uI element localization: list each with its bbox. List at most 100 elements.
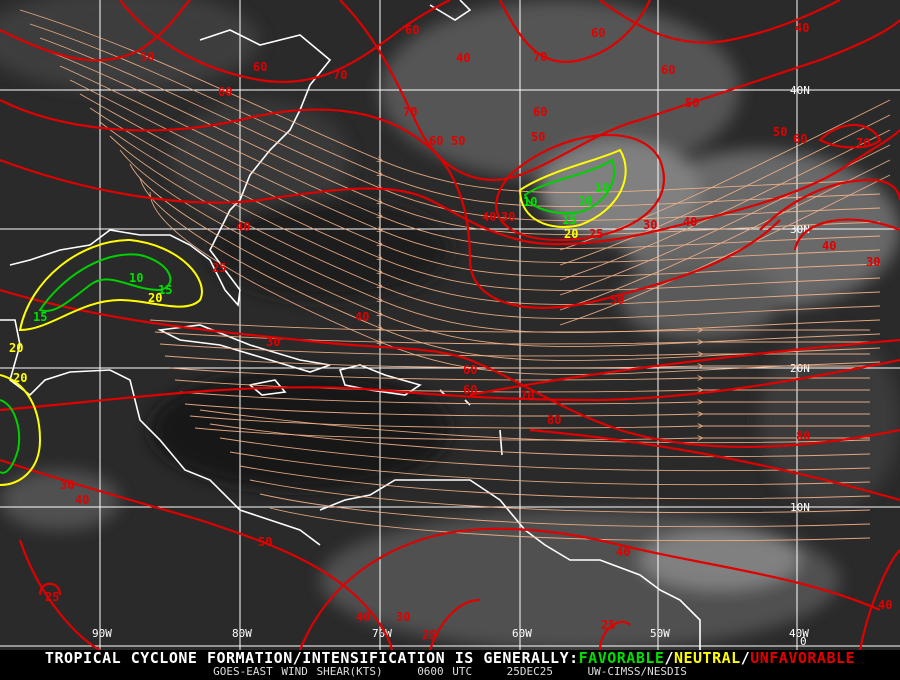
lat-label: 0 bbox=[800, 635, 807, 648]
shear-contour-label: 15 bbox=[158, 283, 172, 297]
streamline bbox=[164, 355, 870, 368]
shear-contour-label: 40 bbox=[795, 21, 809, 35]
streamline bbox=[59, 65, 881, 249]
streamline bbox=[129, 163, 881, 347]
shear-contour-label: 10 bbox=[578, 194, 592, 208]
shear-contour-label: 60 bbox=[253, 60, 267, 74]
shear-contour-label: 25 bbox=[601, 618, 615, 632]
shear-contour-label: 50 bbox=[610, 293, 624, 307]
shear-contour-label: 80 bbox=[796, 429, 810, 443]
shear-contour-label: 60 bbox=[661, 63, 675, 77]
lon-label: 40W bbox=[789, 627, 809, 640]
streamline bbox=[174, 379, 870, 392]
legend-separator: / bbox=[740, 649, 751, 667]
shear-contour-label: 40 bbox=[878, 598, 892, 612]
shear-contour-label: 20 bbox=[564, 227, 578, 241]
streamline bbox=[149, 191, 881, 375]
lon-label: 60W bbox=[512, 627, 532, 640]
product-title: GOES-EAST WIND SHEAR(KTS) bbox=[213, 665, 383, 678]
shear-contour-label: 30 bbox=[60, 478, 74, 492]
streamline bbox=[194, 427, 870, 440]
legend-footer: TROPICAL CYCLONE FORMATION/INTENSIFICATI… bbox=[0, 650, 900, 680]
shear-contour-label: 40 bbox=[683, 215, 697, 229]
shear-contour-label: 25 bbox=[589, 227, 603, 241]
streamline bbox=[559, 114, 891, 266]
shear-contour-label: 40 bbox=[616, 545, 630, 559]
streamline bbox=[149, 319, 870, 332]
streamline bbox=[239, 465, 871, 500]
shear-contour-label: 20 bbox=[148, 291, 162, 305]
yellow-contour-labels: 20 20 20 20 bbox=[9, 227, 578, 385]
streamline bbox=[69, 79, 881, 263]
shear-contour-label: 10 bbox=[129, 271, 143, 285]
streamline bbox=[154, 331, 870, 344]
streamline bbox=[209, 423, 871, 458]
formation-legend: TROPICAL CYCLONE FORMATION/INTENSIFICATI… bbox=[0, 650, 900, 666]
shear-contour-label: 70 bbox=[856, 136, 870, 150]
shear-contour-label: 30 bbox=[501, 210, 515, 224]
shear-contour-label: 80 bbox=[547, 413, 561, 427]
streamline bbox=[184, 403, 870, 416]
legend-neutral: NEUTRAL bbox=[673, 649, 741, 667]
shear-contour-label: 50 bbox=[451, 134, 465, 148]
streamlines bbox=[19, 9, 891, 542]
shear-contour-label: 40 bbox=[75, 493, 89, 507]
lon-label: 90W bbox=[92, 627, 112, 640]
shear-contour-label: 70 bbox=[520, 389, 534, 403]
shear-contour-label: 25 bbox=[212, 261, 226, 275]
streamline bbox=[19, 9, 881, 193]
product-source: UW-CIMSS/NESDIS bbox=[587, 665, 687, 678]
streamline bbox=[229, 451, 871, 486]
shear-contour-label: 70 bbox=[533, 50, 547, 64]
shear-contour-label: 50 bbox=[773, 125, 787, 139]
shear-contour-label: 60 bbox=[405, 23, 419, 37]
streamline bbox=[119, 149, 881, 333]
lat-label: 20N bbox=[790, 362, 810, 375]
streamline bbox=[49, 51, 881, 235]
legend-separator: / bbox=[664, 649, 674, 667]
shear-contour-label: 40 bbox=[356, 610, 370, 624]
streamline bbox=[79, 93, 881, 277]
streamline bbox=[139, 177, 881, 361]
shear-contour-label: 60 bbox=[591, 26, 605, 40]
shear-contour-label: 40 bbox=[482, 210, 496, 224]
shear-contour-label: 50 bbox=[140, 50, 154, 64]
legend-unfavorable: UNFAVORABLE bbox=[750, 649, 856, 667]
streamline bbox=[89, 107, 881, 291]
shear-contour-label: 70 bbox=[333, 68, 347, 82]
streamline bbox=[219, 437, 871, 472]
shear-contour-label: 40 bbox=[822, 239, 836, 253]
streamline bbox=[29, 23, 881, 207]
lat-label: 40N bbox=[790, 84, 810, 97]
product-date: 25DEC25 bbox=[506, 665, 554, 678]
shear-contour-label: 60 bbox=[429, 134, 443, 148]
legend-favorable: FAVORABLE bbox=[578, 649, 665, 667]
streamline bbox=[249, 479, 871, 514]
streamline bbox=[159, 343, 870, 356]
shear-contour-label: 50 bbox=[258, 535, 272, 549]
streamline bbox=[559, 129, 891, 281]
shear-contour-label: 10 bbox=[595, 181, 609, 195]
streamline bbox=[189, 415, 870, 428]
shear-contour-label: 30 bbox=[396, 610, 410, 624]
red-contour-labels: 60 50 60 70 60 40 70 60 60 50 40 70 60 50 60 50 50 60 70 40… bbox=[45, 21, 892, 642]
lon-label: 80W bbox=[232, 627, 252, 640]
shear-contour-label: 30 bbox=[266, 335, 280, 349]
shear-contour-label: 30 bbox=[866, 255, 880, 269]
streamline bbox=[169, 367, 870, 380]
shear-contour-label: 20 bbox=[9, 341, 23, 355]
shear-contour-label: 30 bbox=[643, 218, 657, 232]
shear-contour-label: 70 bbox=[403, 105, 417, 119]
product-time: 0600 UTC bbox=[417, 665, 473, 678]
shear-contour-label: 20 bbox=[13, 371, 27, 385]
shear-contour-label: 15 bbox=[33, 310, 47, 324]
streamline bbox=[179, 391, 870, 404]
shear-contour-label: 60 bbox=[533, 105, 547, 119]
lon-label: 50W bbox=[650, 627, 670, 640]
streamline bbox=[199, 409, 871, 444]
shear-contour-label: 40 bbox=[236, 220, 250, 234]
streamline bbox=[39, 37, 881, 221]
shear-contour-label: 50 bbox=[685, 96, 699, 110]
